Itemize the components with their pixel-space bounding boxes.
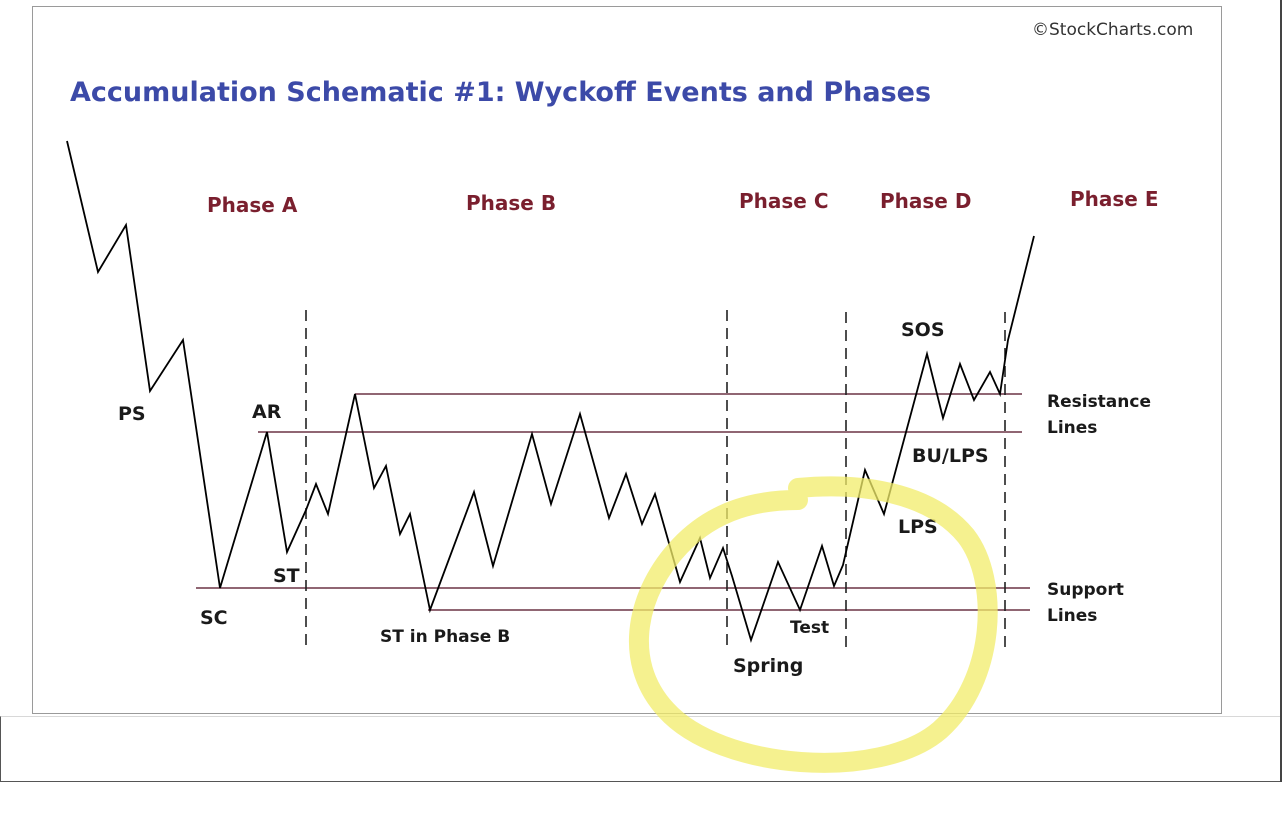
event-ar: AR — [252, 401, 282, 423]
highlight-circle — [628, 476, 998, 773]
resistance-label-1: Resistance — [1047, 392, 1151, 412]
phase-b-label: Phase B — [466, 191, 556, 215]
event-st-phase-b: ST in Phase B — [380, 627, 510, 647]
support-label-1: Support — [1047, 580, 1124, 600]
event-sos: SOS — [901, 319, 945, 341]
event-lps: LPS — [898, 516, 938, 538]
diagram-panel — [32, 6, 1222, 714]
diagram-title: Accumulation Schematic #1: Wyckoff Event… — [70, 77, 931, 108]
window-edge — [1280, 0, 1282, 782]
level-lines — [196, 393, 1030, 611]
event-bu-lps: BU/LPS — [912, 445, 989, 467]
price-path — [66, 140, 1035, 643]
lower-frame — [0, 716, 1281, 782]
support-label-2: Lines — [1047, 606, 1097, 626]
phase-d-label: Phase D — [880, 189, 971, 213]
phase-a-label: Phase A — [207, 193, 298, 217]
event-sc: SC — [200, 607, 228, 629]
resistance-label-2: Lines — [1047, 418, 1097, 438]
event-st: ST — [273, 565, 300, 587]
watermark: ©StockCharts.com — [1032, 20, 1193, 40]
phase-c-label: Phase C — [739, 189, 829, 213]
event-test: Test — [790, 618, 829, 638]
event-ps: PS — [118, 403, 146, 425]
event-spring: Spring — [733, 655, 803, 677]
phase-e-label: Phase E — [1070, 187, 1159, 211]
